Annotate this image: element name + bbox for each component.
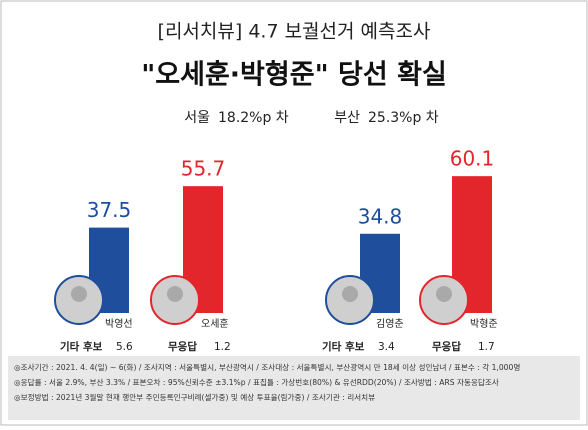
candidate-name: 김영춘	[376, 318, 404, 330]
photo-face	[342, 286, 358, 302]
annotation-label: 무응답	[168, 341, 197, 353]
photo-face	[71, 286, 87, 302]
headline: "오세훈·박형준" 당선 확실	[141, 60, 447, 91]
annotation-label: 무응답	[432, 341, 461, 353]
annotation-value: 5.6	[116, 341, 133, 353]
margin-region: 부산	[334, 110, 360, 126]
value-label: 37.5	[87, 198, 132, 222]
annotation-label: 기타 후보	[322, 340, 365, 353]
candidate-name: 박형준	[470, 318, 498, 330]
notes-box	[8, 356, 580, 420]
note: ◎조사기간 : 2021. 4. 4(일) ~ 6(화) / 조사지역 : 서울…	[14, 362, 520, 372]
value-label: 34.8	[358, 204, 403, 228]
value-label: 55.7	[181, 157, 226, 181]
note: ◎보정방법 : 2021년 3월말 현재 행안부 주민등록인구비례(셀가중) 및…	[14, 392, 375, 402]
annotation-label: 기타 후보	[60, 340, 103, 353]
annotation-value: 1.7	[478, 341, 495, 353]
value-label: 60.1	[450, 147, 495, 171]
candidate-name: 오세훈	[201, 317, 229, 330]
annotation-value: 3.4	[378, 341, 395, 353]
photo-face	[167, 286, 183, 302]
annotation-value: 1.2	[214, 341, 231, 353]
note: ◎응답률 : 서울 2.9%, 부산 3.3% / 표본오차 : 95%신뢰수준…	[14, 377, 499, 387]
photo-face	[436, 286, 452, 302]
margin-region: 서울	[184, 110, 210, 126]
margin-gap: 25.3%p 차	[368, 110, 439, 126]
title: [리서치뷰] 4.7 보궐선거 예측조사	[158, 21, 431, 43]
margin-gap: 18.2%p 차	[218, 110, 289, 126]
candidate-name: 박영선	[105, 318, 133, 330]
